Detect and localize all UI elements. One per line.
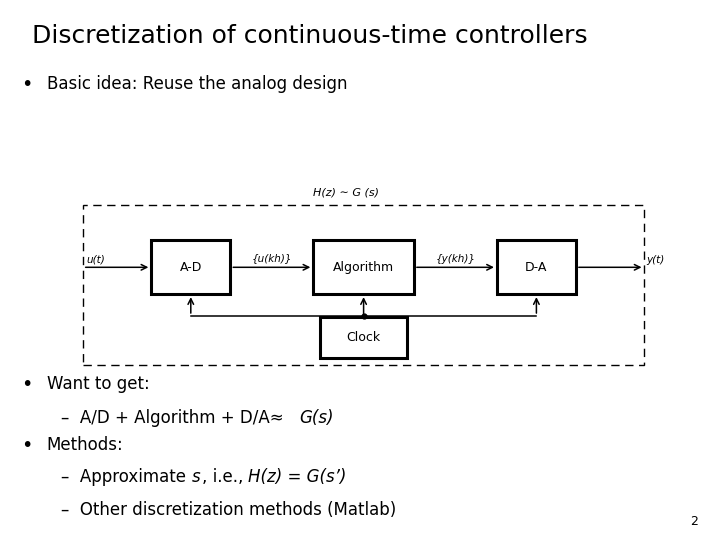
- Text: {u(kh)}: {u(kh)}: [251, 253, 292, 264]
- Text: Methods:: Methods:: [47, 436, 124, 454]
- Text: , i.e.,: , i.e.,: [202, 468, 249, 485]
- Text: –  Other discretization methods (Matlab): – Other discretization methods (Matlab): [61, 501, 397, 519]
- Text: y(t): y(t): [647, 254, 665, 265]
- Text: •: •: [22, 75, 33, 93]
- Text: –  A/D + Algorithm + D/A≈: – A/D + Algorithm + D/A≈: [61, 409, 289, 427]
- Text: Want to get:: Want to get:: [47, 375, 150, 393]
- Text: Basic idea: Reuse the analog design: Basic idea: Reuse the analog design: [47, 75, 347, 92]
- Text: Algorithm: Algorithm: [333, 261, 394, 274]
- Text: •: •: [22, 375, 33, 394]
- FancyBboxPatch shape: [313, 240, 414, 294]
- Text: –  Approximate: – Approximate: [61, 468, 192, 485]
- Text: •: •: [22, 436, 33, 455]
- Text: H(z) ∼ G (s): H(z) ∼ G (s): [312, 187, 379, 197]
- Text: Clock: Clock: [346, 331, 381, 344]
- Text: {y(kh)}: {y(kh)}: [436, 253, 475, 264]
- Text: Discretization of continuous-time controllers: Discretization of continuous-time contro…: [32, 24, 588, 48]
- Text: A-D: A-D: [179, 261, 202, 274]
- Text: D-A: D-A: [525, 261, 548, 274]
- FancyBboxPatch shape: [151, 240, 230, 294]
- Text: u(t): u(t): [86, 254, 105, 265]
- FancyBboxPatch shape: [320, 317, 407, 357]
- Text: s: s: [192, 468, 201, 485]
- Text: H(z) = G(s’): H(z) = G(s’): [248, 468, 347, 485]
- Text: 2: 2: [690, 515, 698, 528]
- FancyBboxPatch shape: [497, 240, 576, 294]
- Text: G(s): G(s): [299, 409, 333, 427]
